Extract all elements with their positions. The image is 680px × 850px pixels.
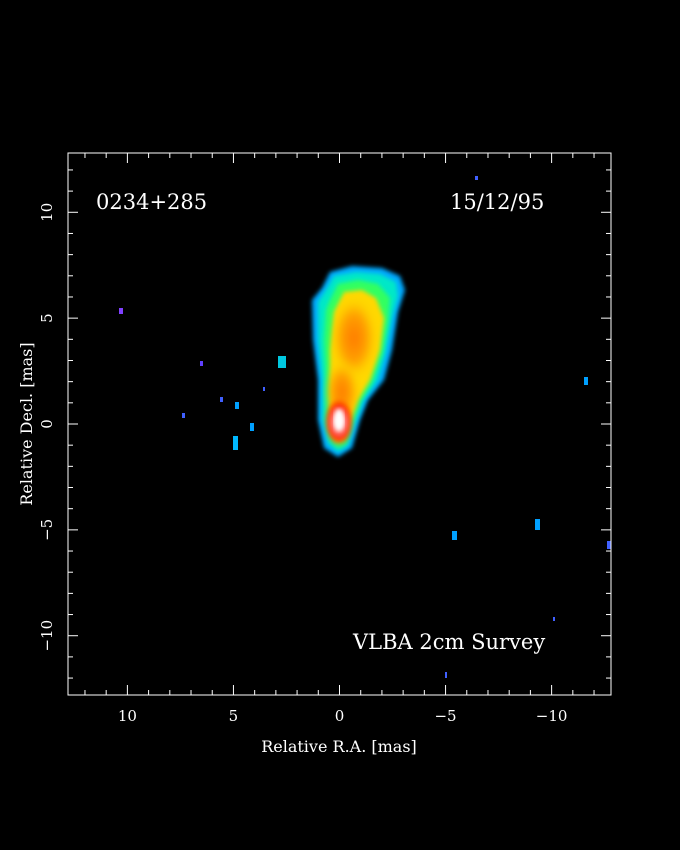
- emission-core-peak: [334, 409, 344, 431]
- noise-speck: [263, 387, 265, 391]
- y-tick-label: −10: [38, 620, 56, 652]
- noise-speck: [182, 413, 185, 418]
- noise-speck: [535, 519, 540, 530]
- y-tick-label: 5: [38, 313, 56, 323]
- source-name-label: 0234+285: [96, 190, 207, 214]
- y-tick-label: 10: [38, 203, 56, 222]
- x-tick-label: 0: [335, 707, 345, 725]
- survey-label: VLBA 2cm Survey: [352, 630, 545, 654]
- noise-speck: [200, 361, 203, 366]
- source-emission: [312, 266, 405, 457]
- noise-speck: [278, 356, 286, 368]
- x-tick-label: 10: [118, 707, 137, 725]
- noise-speck: [119, 308, 123, 314]
- noise-speck: [584, 377, 588, 385]
- noise-speck: [475, 176, 478, 180]
- y-tick-label: −5: [38, 519, 56, 541]
- y-tick-labels: 10 5 0 −5 −10: [38, 203, 56, 652]
- noise-speck: [553, 617, 555, 621]
- noise-speck: [452, 531, 457, 540]
- noise-speck: [233, 436, 238, 450]
- noise-speck: [445, 672, 447, 678]
- x-tick-label: 5: [229, 707, 239, 725]
- noise-speck: [607, 541, 611, 549]
- noise-speck: [250, 423, 254, 431]
- x-tick-label: −10: [536, 707, 568, 725]
- noise-speck: [220, 397, 223, 402]
- noise-specks: [119, 176, 611, 678]
- epoch-label: 15/12/95: [450, 190, 544, 214]
- x-tick-labels: 10 5 0 −5 −10: [118, 707, 568, 725]
- y-tick-label: 0: [38, 419, 56, 429]
- axis-ticks: [68, 153, 611, 695]
- y-axis-label: Relative Decl. [mas]: [17, 342, 36, 505]
- x-tick-label: −5: [434, 707, 456, 725]
- emission-orange-jet: [332, 298, 376, 378]
- noise-speck: [235, 402, 239, 409]
- x-axis-label: Relative R.A. [mas]: [261, 737, 417, 756]
